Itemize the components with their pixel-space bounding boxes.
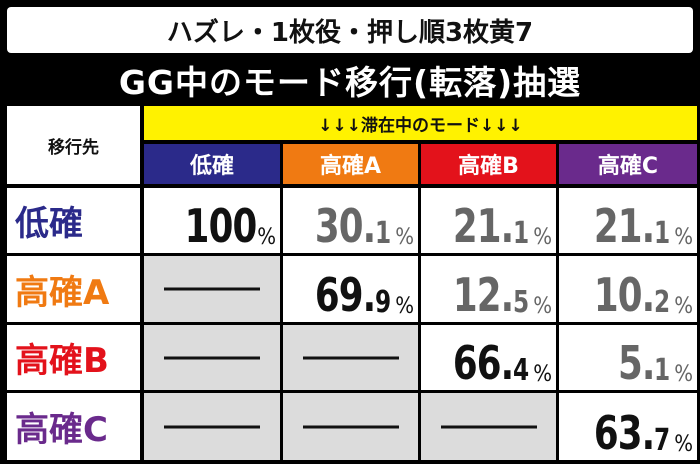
percent-sign: % xyxy=(257,225,276,250)
value-integer: 21. xyxy=(452,199,514,253)
dash-mark xyxy=(164,287,260,291)
empty-cell xyxy=(421,393,556,460)
empty-cell xyxy=(283,393,418,460)
dash-mark xyxy=(302,356,399,359)
empty-cell xyxy=(144,393,280,460)
row-label-2: 高確A xyxy=(7,256,140,322)
percent-sign: % xyxy=(395,225,414,250)
value-integer: 100 xyxy=(184,199,257,253)
probability-cell: 12. 5% xyxy=(421,256,556,322)
probability-cell: 21. 1% xyxy=(559,188,697,253)
percent-sign: % xyxy=(533,225,552,250)
subtitle: ハズレ・1枚役・押し順3枚黄7 xyxy=(7,7,693,53)
value-decimal: 5 xyxy=(513,285,530,320)
column-header-3: 高確B xyxy=(421,144,556,184)
column-header-4: 高確C xyxy=(559,144,697,184)
percent-sign: % xyxy=(674,362,693,387)
value-integer: 12. xyxy=(452,268,514,322)
probability-cell: 100% xyxy=(144,188,280,253)
probability-cell: 21. 1% xyxy=(421,188,556,253)
percent-sign: % xyxy=(674,294,693,319)
page-title: GG中のモード移行(転落)抽選 xyxy=(118,63,582,102)
column-header-2: 高確A xyxy=(283,144,418,184)
probability-cell: 63. 7% xyxy=(559,393,697,460)
value-integer: 10. xyxy=(593,268,655,322)
probability-cell: 69. 9% xyxy=(283,256,418,322)
dash-mark xyxy=(164,425,260,428)
empty-cell xyxy=(144,325,280,390)
value-integer: 21. xyxy=(593,199,655,253)
empty-cell xyxy=(144,256,280,322)
value-decimal: 2 xyxy=(654,285,671,320)
probability-cell: 30. 1% xyxy=(283,188,418,253)
percent-sign: % xyxy=(395,294,414,319)
dash-mark xyxy=(302,425,399,428)
dash-mark xyxy=(164,356,260,359)
corner-header: 移行先 xyxy=(7,106,140,184)
value-integer: 66. xyxy=(452,336,514,390)
current-mode-band: ↓↓↓滞在中のモード↓↓↓ xyxy=(144,106,697,140)
value-decimal: 7 xyxy=(654,423,671,458)
row-label-3: 高確B xyxy=(7,325,140,390)
value-decimal: 1 xyxy=(654,353,671,388)
value-integer: 69. xyxy=(314,268,376,322)
mode-transition-table: 移行先 ↓↓↓滞在中のモード↓↓↓ 低確 高確A 高確B 高確C 低確 100% 30. 1… xyxy=(7,106,697,460)
value-decimal: 1 xyxy=(513,216,530,251)
value-decimal: 9 xyxy=(375,285,392,320)
probability-cell: 5. 1% xyxy=(559,325,697,390)
dash-mark xyxy=(440,425,537,428)
percent-sign: % xyxy=(533,294,552,319)
value-integer: 5. xyxy=(617,336,655,390)
column-header-1: 低確 xyxy=(144,144,280,184)
row-label-1: 低確 xyxy=(7,188,140,253)
value-integer: 63. xyxy=(593,406,655,460)
value-decimal: 1 xyxy=(375,216,392,251)
percent-sign: % xyxy=(533,362,552,387)
probability-cell: 10. 2% xyxy=(559,256,697,322)
percent-sign: % xyxy=(674,225,693,250)
empty-cell xyxy=(283,325,418,390)
percent-sign: % xyxy=(674,432,693,457)
value-integer: 30. xyxy=(314,199,376,253)
probability-cell: 66. 4% xyxy=(421,325,556,390)
value-decimal: 4 xyxy=(513,353,530,388)
value-decimal: 1 xyxy=(654,216,671,251)
row-label-4: 高確C xyxy=(7,393,140,460)
